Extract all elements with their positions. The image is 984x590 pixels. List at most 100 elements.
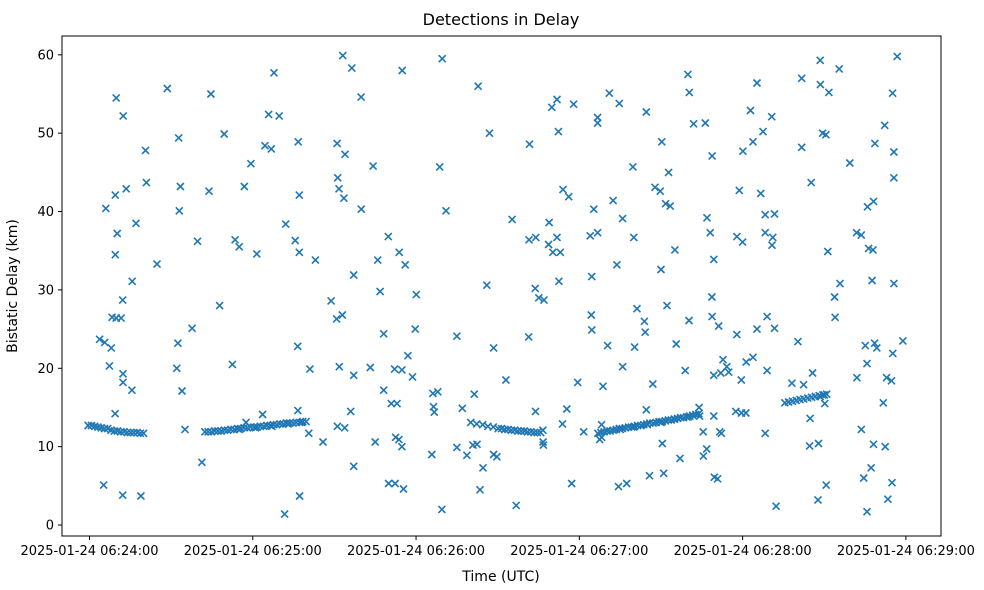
data-point-marker <box>835 64 844 73</box>
data-point-marker <box>805 441 814 450</box>
data-point-marker <box>369 162 378 171</box>
data-point-marker <box>732 330 741 339</box>
data-point-marker <box>475 485 485 494</box>
data-point-marker <box>264 110 273 119</box>
data-point-marker <box>333 139 342 148</box>
data-point-marker <box>373 256 382 265</box>
data-point-marker <box>226 425 236 434</box>
y-tick-label: 20 <box>37 362 54 377</box>
y-axis-ticks: 0 10 20 30 40 50 60 <box>37 48 62 534</box>
data-point-marker <box>656 418 666 427</box>
data-point-marker <box>513 426 522 436</box>
data-point-marker <box>862 507 872 516</box>
x-axis-label: Time (UTC) <box>461 569 539 585</box>
data-point-marker <box>136 491 145 501</box>
data-point-marker <box>128 277 137 286</box>
data-point-marker <box>587 310 596 320</box>
data-point-marker <box>466 418 475 427</box>
data-point-marker <box>173 339 182 348</box>
data-point-marker <box>672 339 681 349</box>
data-point-marker <box>630 343 639 352</box>
data-point-marker <box>136 429 145 438</box>
data-point-marker <box>206 89 215 99</box>
data-point-marker <box>569 100 578 109</box>
data-point-marker <box>430 408 439 417</box>
data-point-marker <box>748 137 758 146</box>
data-point-marker <box>845 158 854 168</box>
data-point-marker <box>883 495 892 504</box>
data-point-marker <box>539 296 549 305</box>
y-tick-label: 0 <box>46 519 54 534</box>
data-point-marker <box>816 56 825 65</box>
data-point-marker <box>593 228 602 237</box>
data-point-marker <box>489 423 498 432</box>
data-point-marker <box>831 313 840 322</box>
data-point-marker <box>808 368 817 378</box>
data-point-marker <box>642 405 651 414</box>
y-tick-label: 50 <box>37 127 54 142</box>
data-point-marker <box>507 426 516 435</box>
data-point-marker <box>379 386 388 395</box>
data-point-marker <box>152 260 162 269</box>
data-point-marker <box>731 407 740 416</box>
data-point-marker <box>500 425 509 434</box>
data-point-marker <box>622 479 631 488</box>
data-point-marker <box>142 178 151 187</box>
y-tick-label: 60 <box>37 48 54 63</box>
data-point-marker <box>618 214 627 223</box>
data-point-marker <box>390 365 399 374</box>
data-point-marker <box>645 471 654 480</box>
data-point-marker <box>799 380 808 389</box>
data-point-marker <box>564 192 573 201</box>
data-point-marker <box>435 162 444 171</box>
data-point-marker <box>544 240 553 249</box>
data-point-marker <box>756 189 765 198</box>
data-point-marker <box>252 249 261 258</box>
x-tick-label: 2025-01-24 06:28:00 <box>674 544 812 559</box>
data-point-marker <box>718 355 728 364</box>
data-point-marker <box>657 137 666 146</box>
data-point-marker <box>857 425 866 434</box>
data-point-marker <box>554 127 563 136</box>
data-point-marker <box>545 218 554 227</box>
x-tick-label: 2025-01-24 06:27:00 <box>510 544 648 559</box>
data-point-marker <box>738 147 747 156</box>
data-point-marker <box>821 130 830 139</box>
data-point-marker <box>709 255 718 264</box>
data-point-marker <box>220 129 229 139</box>
data-point-marker <box>437 505 446 514</box>
data-point-marker <box>428 389 437 398</box>
data-point-marker <box>357 93 366 102</box>
data-point-marker <box>761 429 770 438</box>
data-point-marker <box>870 139 879 148</box>
data-point-marker <box>204 187 214 196</box>
data-point-marker <box>554 277 563 286</box>
data-point-marker <box>111 191 120 200</box>
data-point-marker <box>267 422 276 431</box>
data-point-marker <box>616 425 625 434</box>
data-point-marker <box>787 379 796 388</box>
data-point-marker <box>174 133 183 142</box>
data-point-marker <box>830 292 839 302</box>
data-point-marker <box>462 451 471 460</box>
data-point-marker <box>391 479 400 488</box>
data-point-marker <box>706 228 715 237</box>
data-point-marker <box>552 95 562 104</box>
data-point-marker <box>533 428 542 437</box>
data-point-marker <box>670 415 679 424</box>
data-point-marker <box>664 168 673 177</box>
data-point-marker <box>685 88 694 97</box>
data-point-marker <box>235 425 244 434</box>
data-point-marker <box>84 421 93 430</box>
data-point-marker <box>118 369 128 378</box>
data-point-marker <box>768 233 777 242</box>
data-point-marker <box>470 390 479 399</box>
data-point-marker <box>188 324 197 333</box>
data-point-marker <box>558 185 568 194</box>
data-point-marker <box>333 422 342 431</box>
data-point-marker <box>868 245 878 254</box>
data-point-marker <box>888 349 897 358</box>
data-point-marker <box>204 427 213 436</box>
data-point-marker <box>629 423 638 432</box>
